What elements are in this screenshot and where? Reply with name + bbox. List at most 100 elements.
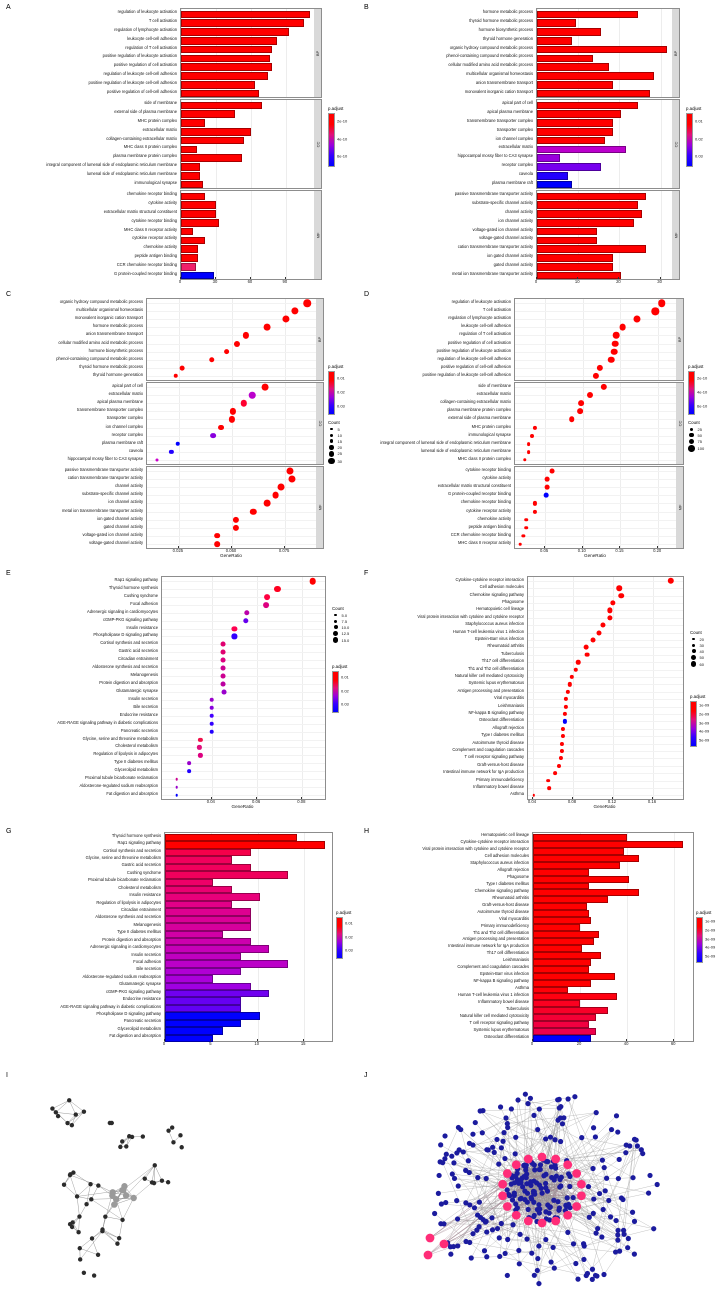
axis-tick — [532, 1039, 533, 1041]
padjust-tick: 0.02 — [345, 934, 353, 939]
network-edge — [507, 1239, 616, 1253]
bar-category-label: Autoimmune thyroid disease — [477, 908, 529, 914]
bar-category-label: regulation of leukocyte cell-cell adhesi… — [103, 71, 177, 76]
network-node — [515, 1097, 521, 1103]
axis-tick-label: 0.04 — [527, 799, 537, 804]
count-legend-label: 15 — [337, 438, 342, 444]
bar — [165, 1027, 223, 1035]
x-axis: 0 10 20 30 — [535, 277, 672, 288]
padjust-tick: 2e-09 — [705, 927, 716, 933]
network-node — [516, 1247, 522, 1254]
bar-category-label: G protein-coupled receptor binding — [113, 270, 177, 276]
bar-category-label: Type I diabetes mellitus — [486, 881, 529, 886]
network-edge — [91, 1238, 99, 1255]
facet-strip-label: CC — [315, 141, 320, 147]
data-point — [590, 637, 596, 643]
bar — [533, 917, 592, 925]
network-edge — [443, 1188, 542, 1225]
dot-category-label: Insulin secretion — [128, 695, 158, 701]
data-point — [233, 516, 240, 523]
facet-panel-cc — [536, 99, 674, 189]
network-edge — [539, 1108, 604, 1210]
axis-tick — [180, 277, 181, 279]
padjust-tick-labels: 1e-09 2e-09 3e-09 4e-09 5e-09 — [699, 701, 715, 745]
network-edge — [154, 1165, 163, 1181]
data-point — [567, 682, 573, 687]
dot-category-label: extracellular matrix — [476, 391, 511, 397]
data-point — [560, 726, 566, 731]
network-edge — [505, 1117, 556, 1140]
network-node — [518, 1178, 524, 1184]
count-dot-swatch — [691, 655, 696, 660]
data-point — [242, 332, 249, 339]
network-node — [61, 1182, 67, 1187]
bar-category-label: extracellular matrix — [498, 144, 533, 150]
bar-category-label: Melanogenesis — [133, 921, 161, 927]
network-hub-node — [576, 1191, 586, 1201]
network-edge — [69, 1174, 78, 1197]
dot-category-label: Complement and coagulation cascades — [452, 746, 524, 752]
bar — [537, 271, 622, 280]
data-point — [179, 365, 185, 371]
bar-category-label: Type II diabetes mellitus — [117, 929, 161, 935]
network-node — [564, 1195, 570, 1201]
network-node — [536, 1280, 542, 1287]
count-dot-swatch — [688, 438, 695, 445]
bar-category-label: Fat digestion and absorption — [109, 1033, 161, 1039]
dot-category-label: voltage-gated channel activity — [89, 539, 143, 545]
dot-category-label: Intestinal immune network for IgA produc… — [443, 769, 524, 775]
network-node — [651, 1226, 657, 1232]
network-node — [118, 1144, 123, 1150]
data-point — [549, 468, 555, 474]
axis-tick — [626, 1039, 627, 1041]
dot-category-label: channel activity — [115, 483, 143, 489]
padjust-tick: 5e-09 — [705, 953, 716, 959]
network-node — [474, 1227, 480, 1233]
count-legend-title: Count — [328, 420, 340, 425]
network-node — [438, 1142, 444, 1148]
data-point — [155, 458, 159, 462]
gridline — [302, 577, 303, 799]
facet-panel-bp — [146, 298, 318, 381]
gridline — [533, 577, 534, 799]
network-node — [555, 1199, 561, 1205]
gridline — [250, 100, 252, 188]
data-point — [277, 483, 285, 491]
dot-category-label: lumenal side of endoplasmic reticulum me… — [420, 447, 511, 453]
network-node — [539, 1190, 545, 1196]
dot-category-label: ion gated channel activity — [97, 515, 143, 521]
network-edge — [78, 1216, 80, 1233]
bar-category-label: regulation of leukocyte activation — [117, 9, 177, 15]
network-node — [543, 1236, 549, 1243]
bar — [181, 101, 263, 110]
dot-category-label: Phagosome — [502, 598, 524, 604]
gridline — [613, 577, 614, 799]
dot-category-label: Type II diabetes mellitus — [114, 759, 158, 765]
bar-category-label: Intestinal immune network for IgA produc… — [448, 943, 529, 949]
network-edge — [557, 1120, 617, 1221]
data-point — [611, 348, 618, 355]
network-node — [534, 1267, 540, 1274]
bar — [533, 875, 630, 883]
padjust-gradient-bar — [696, 916, 703, 963]
bar — [181, 262, 196, 271]
count-legend-label: 12.5 — [341, 631, 350, 637]
dot-category-label: Cytokine-cytokine receptor interaction — [455, 576, 525, 582]
network-node — [484, 1254, 490, 1260]
network-edge — [484, 1176, 516, 1251]
axis-tick-label: 90 — [282, 279, 288, 284]
network-edge — [438, 1176, 557, 1194]
data-point — [575, 659, 581, 665]
network-node — [179, 1145, 184, 1150]
count-dot-swatch — [333, 619, 338, 623]
bar — [537, 210, 643, 218]
count-legend-item: 40 — [690, 649, 704, 654]
facet-strip-label: BP — [677, 336, 682, 343]
data-point — [607, 615, 613, 621]
network-hub-node — [576, 1179, 586, 1189]
dot-category-label: regulation of lymphocyte activation — [448, 315, 511, 321]
network-edge — [587, 1221, 635, 1274]
network-node — [565, 1229, 571, 1235]
data-point — [524, 517, 529, 522]
padjust-tick: 0.01 — [337, 375, 345, 380]
